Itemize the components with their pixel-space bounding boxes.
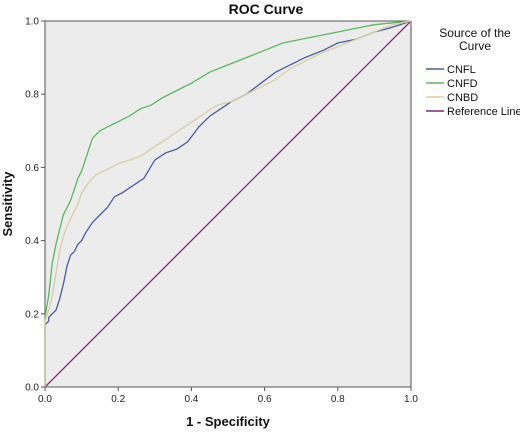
x-axis-title: 1 - Specificity (186, 414, 271, 429)
x-tick-label: 0.4 (184, 394, 198, 405)
x-tick-label: 0.2 (111, 394, 125, 405)
series-line-cnbd (44, 20, 412, 387)
x-axis-ticks: 0.0 0.2 0.4 0.6 0.8 1.0 (38, 387, 418, 405)
x-tick-label: 0.6 (258, 394, 272, 405)
y-tick-label: 0.8 (25, 90, 39, 101)
y-tick-label: 0.0 (25, 383, 39, 394)
legend-label: Reference Line (447, 106, 520, 118)
y-tick-label: 0.6 (25, 163, 39, 174)
series-layer (44, 20, 412, 388)
y-tick-label: 1.0 (25, 17, 39, 28)
y-tick-label: 0.4 (25, 236, 39, 247)
series-line-reference-line (44, 20, 412, 388)
series-line-cnfd (44, 20, 412, 387)
legend-item-cnfl: CNFL (426, 64, 476, 76)
y-axis-title: Sensitivity (0, 171, 15, 237)
y-axis-ticks: 0.0 0.2 0.4 0.6 0.8 1.0 (25, 17, 45, 394)
legend-item-cnfd: CNFD (426, 78, 478, 90)
chart-title: ROC Curve (229, 1, 304, 17)
legend-label: CNFD (447, 78, 478, 90)
x-tick-label: 1.0 (404, 394, 418, 405)
legend: Source of the Curve CNFL CNFD CNBD Reference … (426, 26, 520, 118)
series-line-cnfl (44, 20, 412, 387)
legend-label: CNFL (447, 64, 476, 76)
legend-item-reference-line: Reference Line (426, 106, 520, 118)
legend-label: CNBD (447, 92, 478, 104)
x-tick-label: 0.0 (38, 394, 52, 405)
legend-title: Source of the Curve (439, 26, 511, 53)
y-tick-label: 0.2 (25, 309, 39, 320)
legend-item-cnbd: CNBD (426, 92, 478, 104)
x-tick-label: 0.8 (331, 394, 345, 405)
